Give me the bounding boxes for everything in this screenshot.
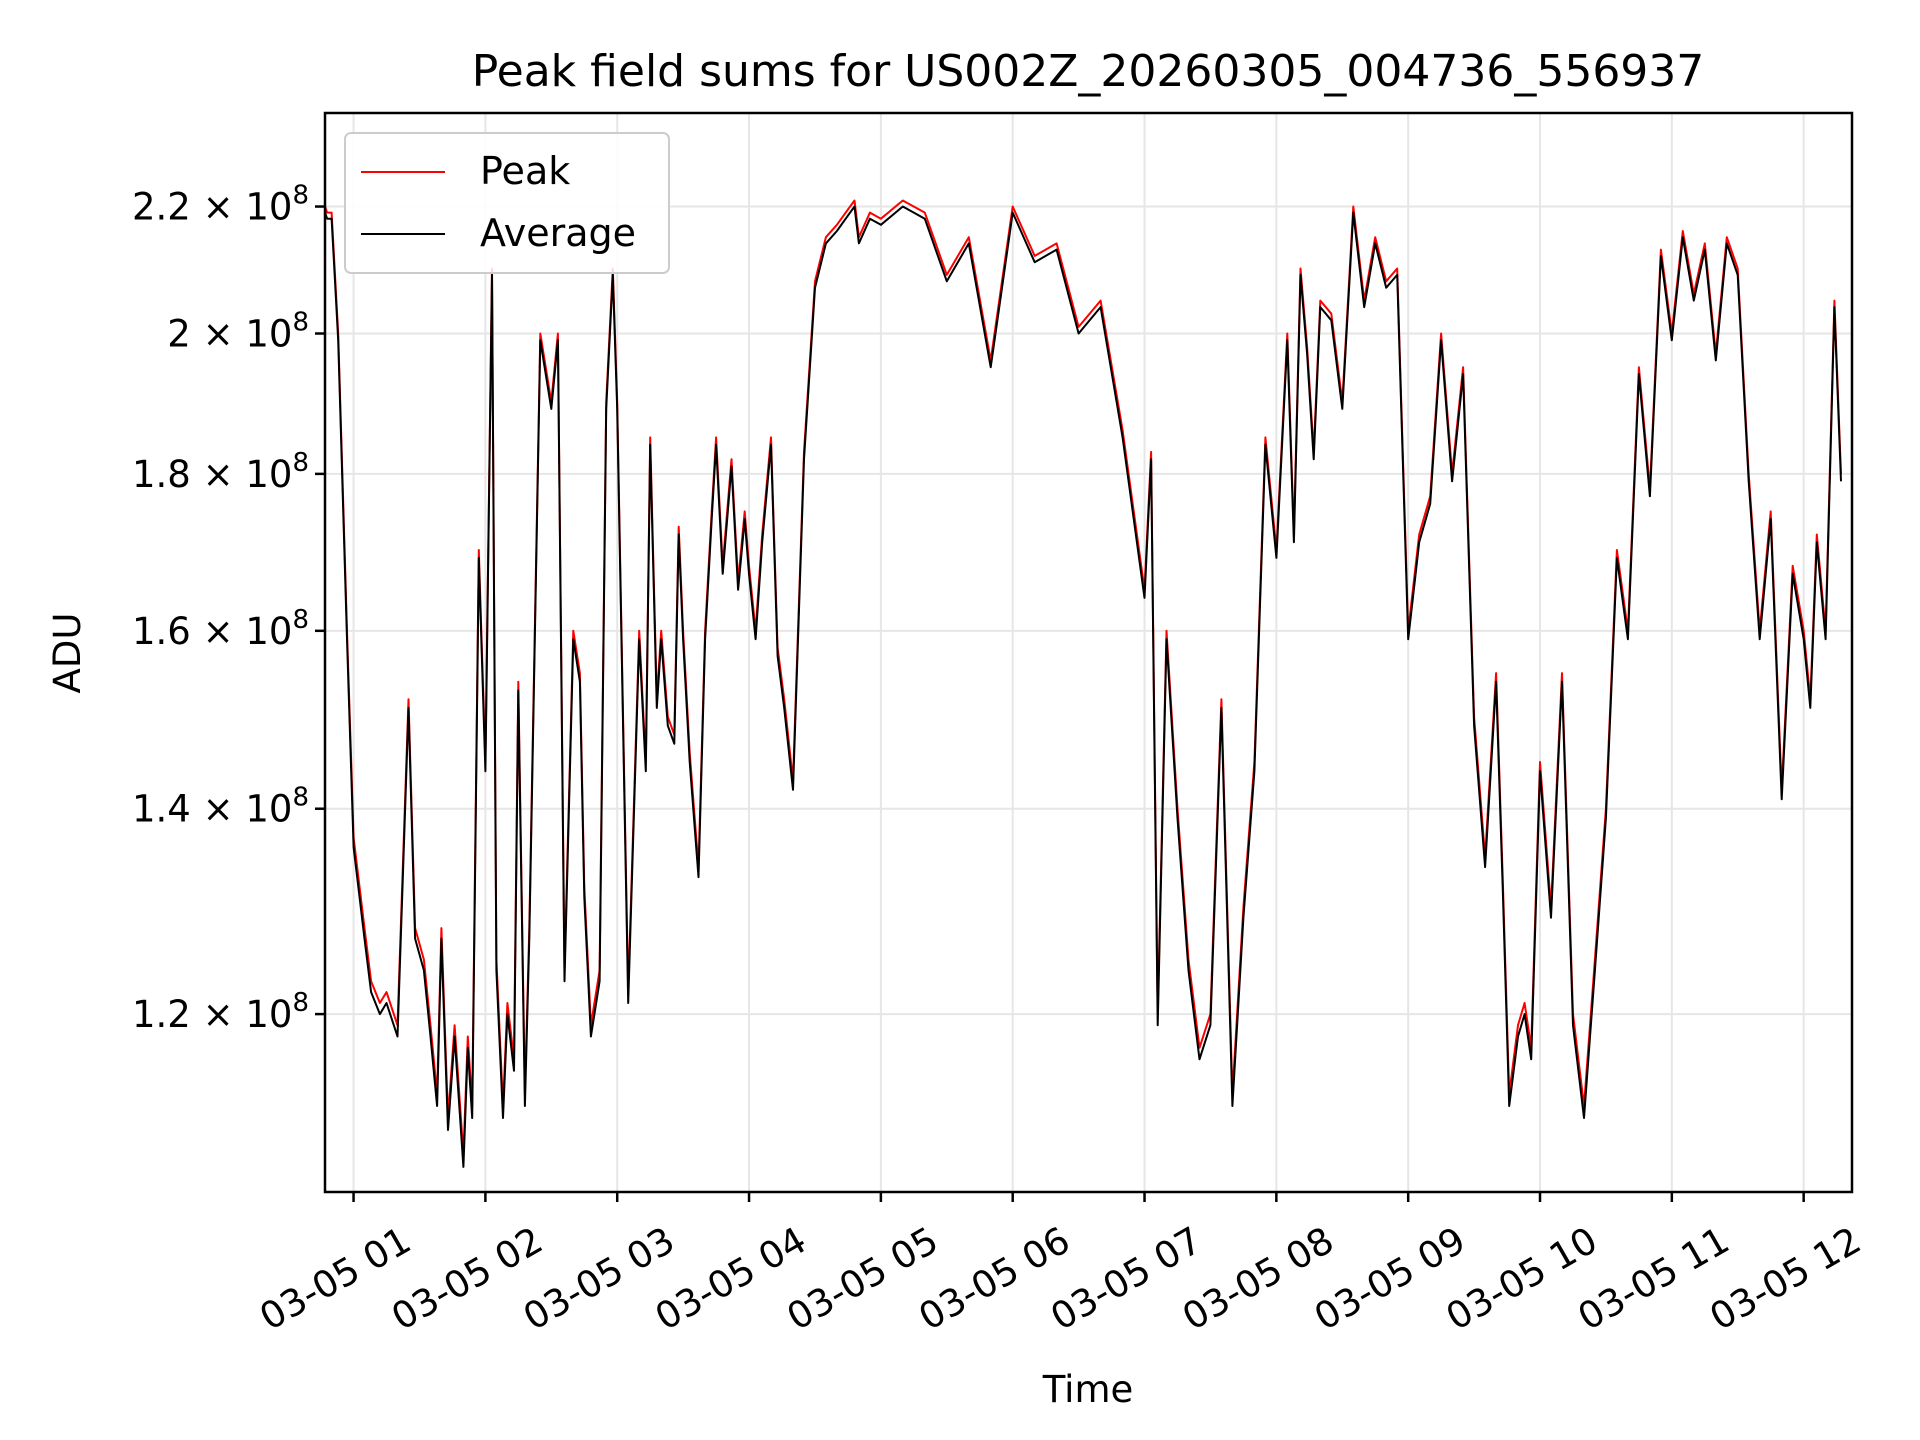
x-tick-label: 03-05 10 (1439, 1219, 1605, 1339)
x-tick-label: 03-05 12 (1703, 1219, 1869, 1339)
legend-box (344, 132, 670, 274)
x-tick-label: 03-05 03 (516, 1219, 682, 1339)
x-tick-label: 03-05 05 (780, 1219, 946, 1339)
x-tick-label: 03-05 02 (384, 1219, 550, 1339)
y-axis-ticks: 1.2 × 108 1.4 × 108 1.6 × 108 1.8 × 108 2 × … (132, 181, 325, 1036)
y-tick-label: 1.8 × 108 (132, 448, 309, 496)
x-tick-label: 03-05 06 (912, 1219, 1078, 1339)
y-tick-label: 1.4 × 108 (132, 783, 309, 831)
x-tick-label: 03-05 11 (1571, 1219, 1737, 1339)
series-lines (324, 199, 1842, 1168)
grid-lines (325, 113, 1852, 1192)
x-tick-label: 03-05 08 (1175, 1219, 1341, 1339)
x-axis-label: Time (1042, 1368, 1134, 1411)
y-tick-label: 1.6 × 108 (132, 605, 309, 653)
plot-frame (323, 111, 1854, 1194)
chart-title: Peak field sums for US002Z_20260305_0047… (472, 46, 1705, 97)
series-line-peak (324, 199, 1842, 1156)
x-tick-label: 03-05 07 (1043, 1219, 1209, 1339)
y-tick-label: 1.2 × 108 (132, 988, 309, 1036)
series-line-average (324, 205, 1842, 1168)
x-tick-label: 03-05 09 (1307, 1219, 1473, 1339)
legend: Peak Average (344, 132, 670, 274)
x-tick-label: 03-05 01 (252, 1219, 418, 1339)
y-tick-label: 2.2 × 108 (132, 181, 309, 229)
x-tick-label: 03-05 04 (648, 1219, 814, 1339)
y-tick-label: 2 × 108 (167, 308, 309, 356)
legend-label-average: Average (480, 211, 636, 255)
legend-label-peak: Peak (480, 149, 570, 193)
y-axis-label: ADU (46, 613, 89, 694)
